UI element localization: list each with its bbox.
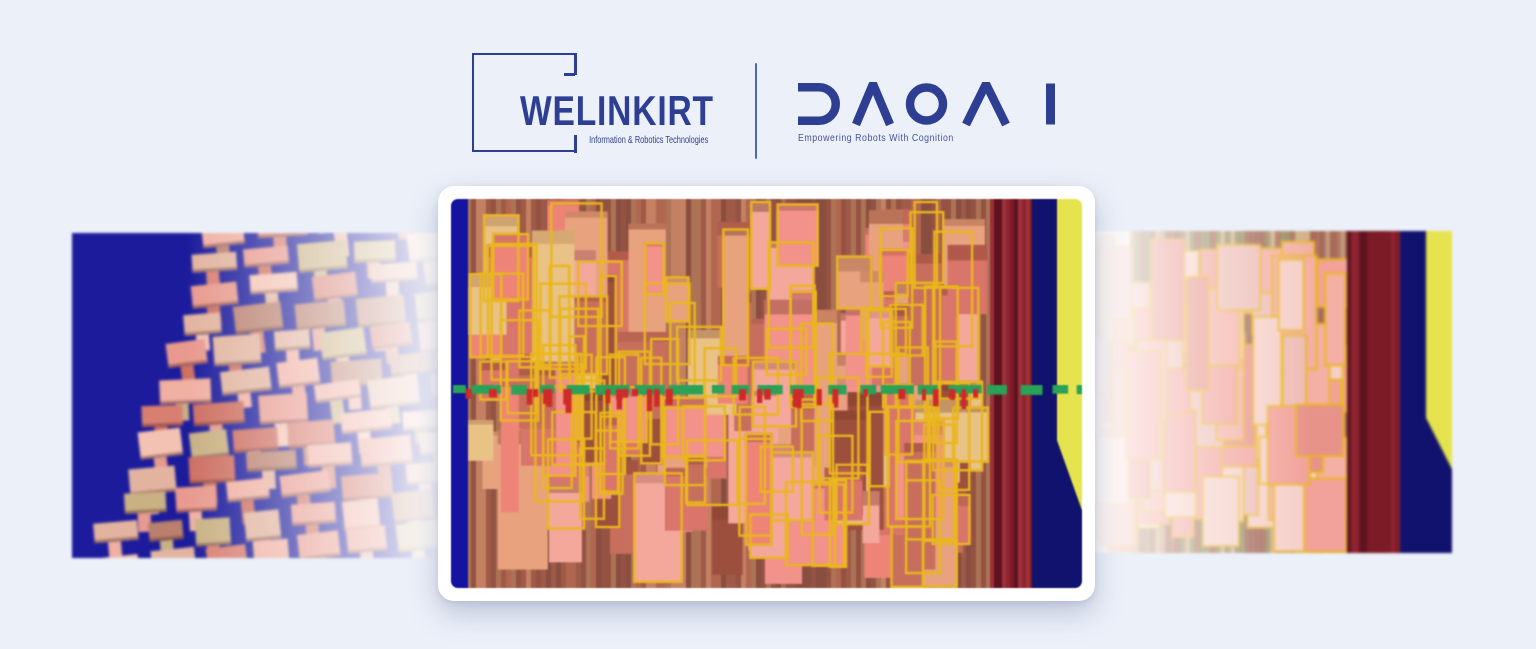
welinkirt-logo-square-hook — [564, 73, 575, 76]
carousel-slide-next[interactable] — [1080, 231, 1452, 553]
logo-divider — [755, 63, 757, 159]
daoai-letter-o — [905, 83, 948, 125]
daoai-letter-d — [798, 83, 840, 125]
welinkirt-wordmark: WELINKIRT — [520, 87, 714, 134]
daoai-wordmark-icon — [798, 82, 1055, 126]
welinkirt-tagline: Information & Robotics Technologies — [588, 134, 708, 146]
daoai-letter-a2 — [962, 82, 1010, 126]
carousel-slide-prev[interactable] — [72, 233, 452, 558]
daoai-letter-a1 — [852, 82, 894, 126]
carousel-slide-current[interactable] — [451, 199, 1082, 588]
welinkirt-logo-square-icon — [472, 52, 577, 153]
carousel-current-card — [438, 186, 1095, 601]
daoai-tagline: Empowering Robots With Cognition — [798, 133, 954, 144]
